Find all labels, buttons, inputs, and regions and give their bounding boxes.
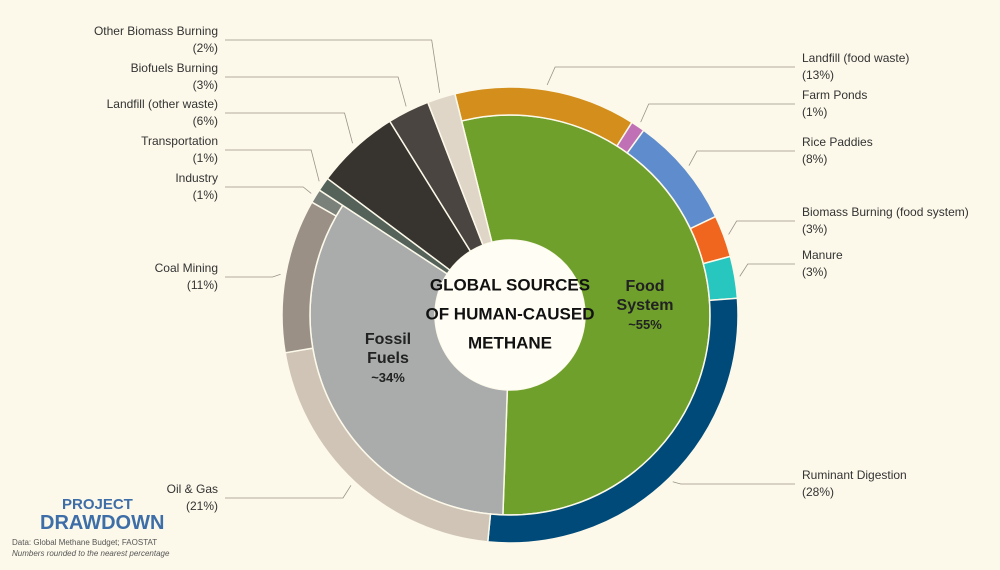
segment-label: Farm Ponds [802, 88, 867, 102]
leader-line [225, 112, 353, 144]
chart-title: METHANE [468, 333, 552, 352]
segment-label: Other Biomass Burning [94, 24, 218, 38]
segment-value-label: (3%) [802, 265, 827, 279]
group-label: Fossil Fuels ~34% [338, 330, 438, 385]
segment-value-label: (2%) [193, 41, 218, 55]
group-name: Food System [616, 278, 674, 314]
leader-line [640, 103, 795, 123]
leader-line [546, 66, 795, 86]
segment-value-label: (1%) [802, 105, 827, 119]
segment-label: Biofuels Burning [131, 61, 218, 75]
segment-value-label: (1%) [193, 151, 218, 165]
group-label: Food System ~55% [595, 277, 695, 332]
center-circle [435, 240, 585, 390]
leader-line [225, 39, 441, 93]
segment-label: Landfill (other waste) [107, 97, 218, 111]
segment-value-label: (3%) [193, 78, 218, 92]
leader-line [225, 186, 312, 194]
leader-line [728, 220, 795, 235]
segment-label: Landfill (food waste) [802, 51, 909, 65]
segment-value-label: (11%) [187, 278, 218, 292]
note: Numbers rounded to the nearest percentag… [12, 549, 170, 558]
segment-label: Biomass Burning (food system) [802, 205, 969, 219]
leader-line [739, 263, 795, 277]
segment-value-label: (13%) [802, 68, 834, 82]
chart-title: GLOBAL SOURCES [430, 275, 590, 294]
segment-label: Transportation [141, 134, 218, 148]
segment-label: Manure [802, 248, 843, 262]
leader-line [225, 273, 281, 278]
leader-line [688, 150, 795, 166]
segment-value-label: (6%) [193, 114, 218, 128]
leader-line [225, 485, 352, 499]
segment-label: Ruminant Digestion [802, 468, 907, 482]
logo-line: DRAWDOWN [40, 512, 165, 534]
group-value-label: ~34% [371, 370, 405, 385]
source: Data: Global Methane Budget; FAOSTAT [12, 538, 158, 547]
logo-line: PROJECT [62, 496, 133, 513]
leader-line [672, 481, 795, 485]
leader-line [225, 149, 320, 182]
segment-label: Rice Paddies [802, 135, 873, 149]
segment-arc [702, 255, 739, 302]
group-value-label: ~55% [628, 317, 662, 332]
segment-value-label: (3%) [802, 222, 827, 236]
chart-title: OF HUMAN-CAUSED [425, 304, 594, 323]
segment-value-label: (28%) [802, 485, 834, 499]
segment-value-label: (1%) [193, 188, 218, 202]
group-name: Fossil Fuels [364, 331, 412, 367]
segment-value-label: (21%) [186, 499, 218, 513]
segment-label: Oil & Gas [167, 482, 218, 496]
segment-value-label: (8%) [802, 152, 827, 166]
logo: PROJECT DRAWDOWN [40, 496, 165, 534]
leader-line [225, 76, 407, 107]
segment-label: Coal Mining [155, 261, 218, 275]
segment-label: Industry [175, 171, 218, 185]
